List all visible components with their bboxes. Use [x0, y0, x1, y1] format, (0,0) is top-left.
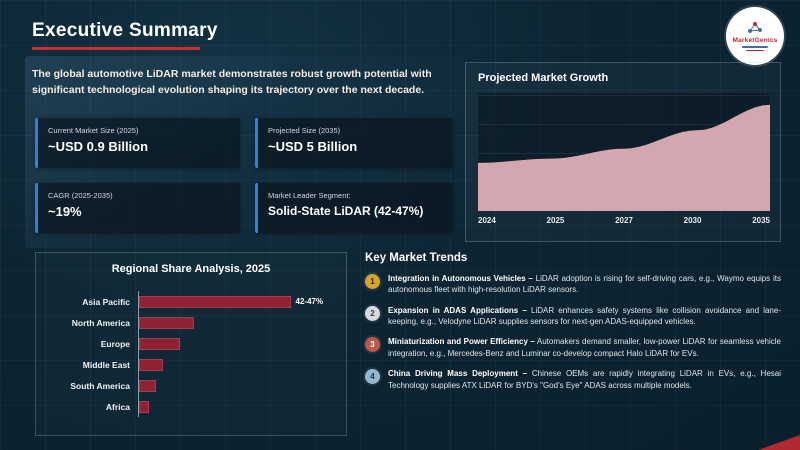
bar-data-label: 42-47% [295, 297, 324, 306]
growth-area [478, 104, 770, 211]
bar [139, 379, 156, 392]
molecule-icon [748, 21, 762, 33]
trend-item: 3 Miniaturization and Power Efficiency –… [365, 336, 781, 359]
stat-card-current-market-size: Current Market Size (2025) ~USD 0.9 Bill… [35, 118, 240, 168]
stat-card-cagr: CAGR (2025-2035) ~19% [35, 183, 240, 233]
bar [139, 400, 150, 413]
stat-card-projected-size: Projected Size (2035) ~USD 5 Billion [255, 118, 453, 168]
trend-body: Chinese OEMs are rapidly integrating LiD… [388, 369, 781, 390]
trend-text: Expansion in ADAS Applications – LiDAR e… [388, 305, 781, 328]
bar-track: 42-47% [138, 291, 338, 312]
trend-item: 2 Expansion in ADAS Applications – LiDAR… [365, 305, 781, 328]
logo-name: MarketGenics [732, 36, 778, 44]
bar [139, 358, 163, 371]
chart-title: Projected Market Growth [478, 72, 609, 84]
stat-value: ~19% [48, 204, 82, 219]
trend-body: Automakers demand smaller, low-power LiD… [388, 337, 782, 358]
bar-row: Africa [46, 396, 338, 417]
bar-track [138, 396, 338, 417]
stat-card-market-leader-segment: Market Leader Segment: Solid-State LiDAR… [255, 183, 453, 233]
bar-category-label: North America [71, 317, 130, 328]
stat-label: CAGR (2025-2035) [48, 191, 113, 200]
bar-category-label: South America [70, 380, 130, 391]
bar-category-label: Asia Pacific [82, 296, 130, 307]
trend-lead: China Driving Mass Deployment – [388, 369, 528, 379]
bar-row: North America [46, 312, 338, 333]
intro-text: The global automotive LiDAR market demon… [32, 68, 432, 97]
bar-row: Europe [46, 333, 338, 354]
trend-body: LiDAR enhances safety systems like colli… [388, 305, 781, 327]
trend-text: China Driving Mass Deployment – Chinese … [388, 368, 781, 391]
trend-text: Miniaturization and Power Efficiency – A… [388, 336, 781, 359]
trend-lead: Miniaturization and Power Efficiency – [388, 337, 535, 347]
bar-category-label: Europe [100, 338, 130, 349]
stat-label: Current Market Size (2025) [48, 126, 139, 135]
trend-lead: Integration in Autonomous Vehicles – [388, 274, 533, 283]
logo-decoration-line [746, 49, 764, 52]
bar-category-label: Middle East [82, 359, 130, 370]
trend-number-badge: 3 [365, 337, 380, 353]
trend-number-badge: 2 [365, 305, 380, 321]
bar [139, 337, 180, 350]
bar-track [138, 333, 338, 354]
key-market-trends: Key Market Trends 1 Integration in Auton… [365, 252, 781, 400]
x-tick: 2025 [546, 216, 565, 225]
bar-track [138, 312, 338, 333]
x-tick: 2035 [752, 216, 770, 225]
bar-row: Middle East [46, 354, 338, 375]
trend-number-badge: 4 [365, 369, 380, 385]
trend-lead: Expansion in ADAS Applications – [388, 305, 527, 315]
trend-number-badge: 1 [365, 274, 380, 289]
bar-row: South America [46, 375, 338, 396]
bar-chart-rows: Asia Pacific 42-47% North America Europe… [46, 291, 338, 417]
trend-item: 1 Integration in Autonomous Vehicles – L… [365, 273, 781, 296]
trend-body: LiDAR adoption is rising for self-drivin… [388, 274, 781, 295]
section-heading: Key Market Trends [365, 252, 468, 264]
corner-accent [758, 435, 800, 450]
x-axis-labels: 2024 2025 2027 2030 2035 [478, 216, 770, 225]
bar [139, 295, 291, 308]
trend-text: Integration in Autonomous Vehicles – LiD… [388, 273, 781, 296]
bar-track [138, 375, 338, 396]
projected-market-growth-chart: Projected Market Growth 2024 2025 2027 2… [465, 62, 781, 242]
bar-track [138, 354, 338, 375]
x-tick: 2027 [615, 216, 633, 225]
page-title: Executive Summary [32, 20, 218, 41]
company-logo: MarketGenics [726, 7, 784, 65]
stat-value: Solid-State LiDAR (42-47%) [268, 204, 424, 218]
area-chart-plot [478, 93, 770, 211]
stat-value: ~USD 5 Billion [268, 139, 358, 154]
bar-category-label: Africa [105, 401, 130, 412]
stat-label: Market Leader Segment: [268, 191, 351, 200]
stat-value: ~USD 0.9 Billion [48, 139, 149, 154]
x-tick: 2024 [478, 216, 496, 225]
chart-title: Regional Share Analysis, 2025 [111, 263, 271, 275]
bar [139, 316, 194, 329]
regional-share-chart: Regional Share Analysis, 2025 Asia Pacif… [35, 252, 347, 436]
title-underline [32, 47, 200, 50]
trend-item: 4 China Driving Mass Deployment – Chines… [365, 368, 781, 391]
stat-label: Projected Size (2035) [268, 126, 341, 135]
x-tick: 2030 [683, 216, 702, 225]
bar-row: Asia Pacific 42-47% [46, 291, 338, 312]
logo-decoration-line [742, 45, 768, 48]
